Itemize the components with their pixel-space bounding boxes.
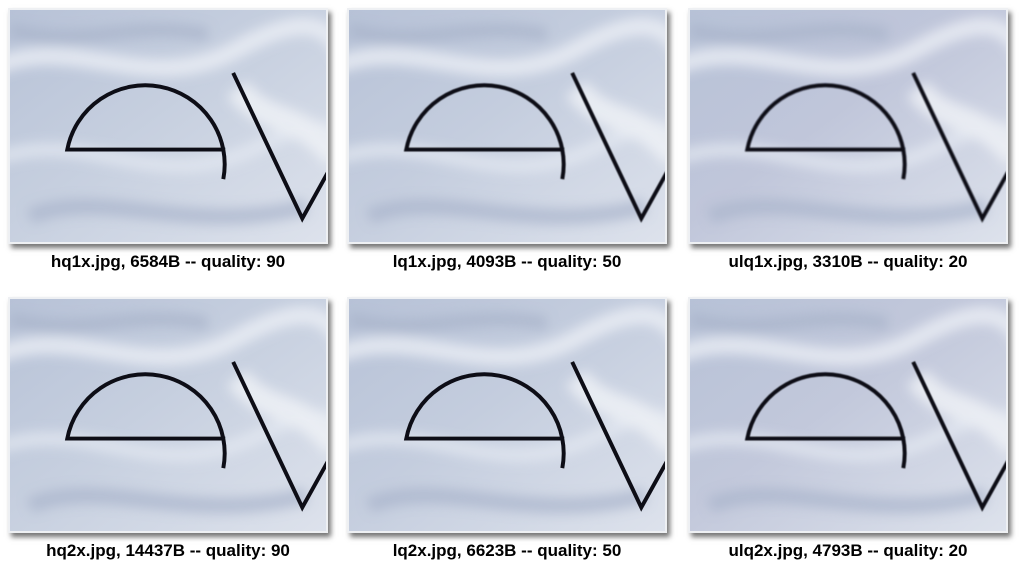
ev-letters-on-sky-image (10, 299, 326, 531)
thumbnail-caption: lq2x.jpg, 6623B -- quality: 50 (392, 541, 622, 560)
thumbnail-tile: lq2x.jpg, 6623B -- quality: 50 (347, 297, 667, 560)
ev-letters-on-sky-image (10, 10, 326, 242)
ev-letters-on-sky-image (349, 299, 665, 531)
thumbnail-tile: lq1x.jpg, 4093B -- quality: 50 (347, 8, 667, 271)
thumbnail-image (347, 8, 667, 244)
thumbnail-tile: ulq1x.jpg, 3310B -- quality: 20 (688, 8, 1008, 271)
thumbnail-image (688, 8, 1008, 244)
thumbnail-caption: lq1x.jpg, 4093B -- quality: 50 (392, 252, 622, 271)
ev-letters-on-sky-image (349, 10, 665, 242)
thumbnail-caption: ulq2x.jpg, 4793B -- quality: 20 (728, 541, 968, 560)
thumbnail-tile: hq2x.jpg, 14437B -- quality: 90 (8, 297, 328, 560)
thumbnail-caption: ulq1x.jpg, 3310B -- quality: 20 (728, 252, 968, 271)
ev-letters-on-sky-image (690, 10, 1006, 242)
thumbnail-image (688, 297, 1008, 533)
thumbnail-image (347, 297, 667, 533)
thumbnail-tile: hq1x.jpg, 6584B -- quality: 90 (8, 8, 328, 271)
thumbnail-image (8, 8, 328, 244)
thumbnail-caption: hq2x.jpg, 14437B -- quality: 90 (46, 541, 290, 560)
thumbnail-tile: ulq2x.jpg, 4793B -- quality: 20 (688, 297, 1008, 560)
ev-letters-on-sky-image (690, 299, 1006, 531)
thumbnail-image (8, 297, 328, 533)
thumbnail-caption: hq1x.jpg, 6584B -- quality: 90 (50, 252, 286, 271)
